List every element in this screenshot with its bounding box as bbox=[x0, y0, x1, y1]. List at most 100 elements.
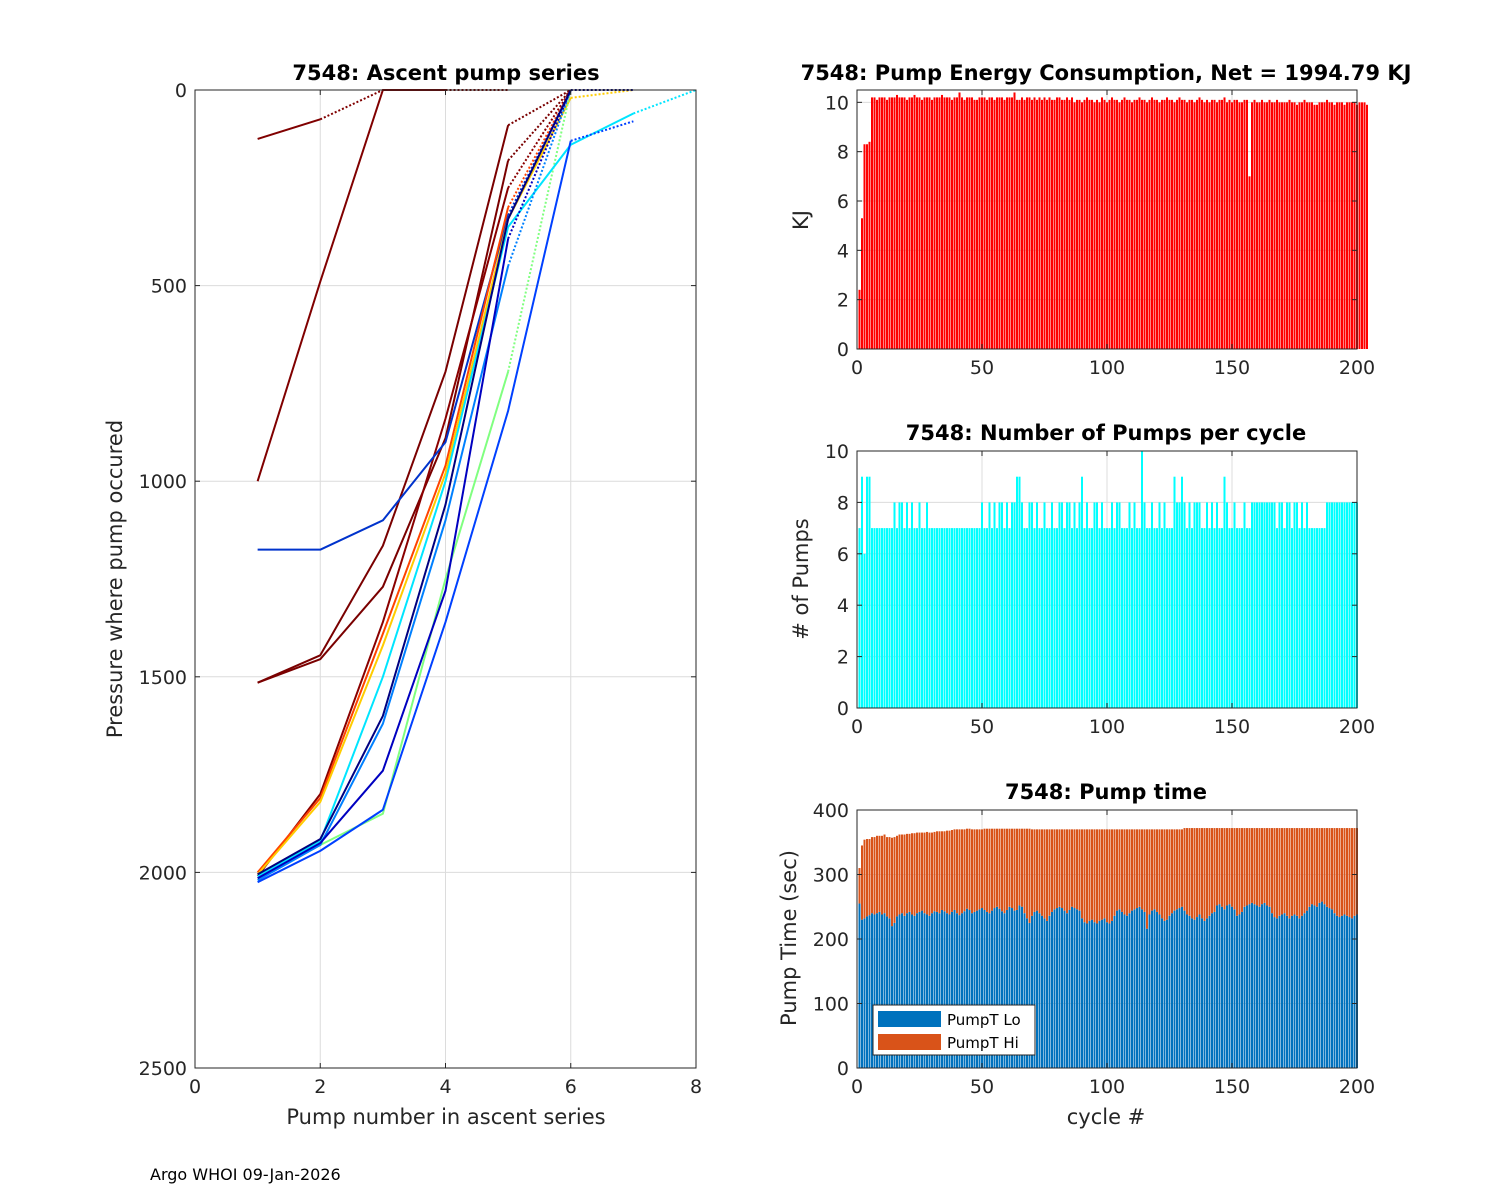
bar-pumpt-hi bbox=[1146, 829, 1148, 929]
bar bbox=[1316, 528, 1318, 708]
bar bbox=[911, 502, 913, 708]
bar-pumpt-hi bbox=[1148, 829, 1151, 915]
bar bbox=[1093, 102, 1096, 349]
bar-pumpt-lo bbox=[1166, 919, 1168, 1068]
bar-pumpt-lo bbox=[1111, 920, 1113, 1068]
bar bbox=[1336, 502, 1338, 708]
bar-pumpt-hi bbox=[1136, 829, 1138, 909]
bar bbox=[1073, 102, 1076, 349]
bar-pumpt-lo bbox=[1203, 920, 1206, 1068]
bar bbox=[1058, 97, 1061, 350]
bar-pumpt-lo bbox=[978, 909, 981, 1068]
bar-pumpt-hi bbox=[1008, 828, 1011, 907]
bar bbox=[1033, 97, 1036, 350]
bar bbox=[1056, 97, 1058, 350]
bar bbox=[1223, 476, 1226, 708]
bar bbox=[923, 528, 926, 708]
bar-pumpt-lo bbox=[908, 911, 911, 1068]
bar-pumpt-hi bbox=[926, 831, 928, 915]
bar bbox=[1238, 528, 1241, 708]
y-tick-label: 4 bbox=[837, 240, 849, 262]
bar bbox=[1196, 99, 1198, 349]
bar-pumpt-lo bbox=[1216, 905, 1218, 1068]
bar bbox=[1176, 502, 1178, 708]
bar-pumpt-lo bbox=[968, 909, 971, 1068]
bar bbox=[1178, 502, 1181, 708]
bar-pumpt-lo bbox=[1338, 917, 1341, 1068]
x-tick-label: 50 bbox=[970, 716, 994, 738]
bar-pumpt-hi bbox=[1186, 828, 1188, 915]
bar-pumpt-hi bbox=[1193, 828, 1196, 920]
bar-pumpt-lo bbox=[943, 911, 946, 1068]
bar bbox=[1348, 102, 1351, 349]
bar-pumpt-lo bbox=[1336, 915, 1338, 1068]
bar-pumpt-lo bbox=[898, 914, 901, 1068]
bar bbox=[901, 502, 903, 708]
bar-pumpt-lo bbox=[1131, 910, 1133, 1068]
bar-pumpt-lo bbox=[1308, 906, 1311, 1068]
bar-pumpt-lo bbox=[1221, 906, 1223, 1068]
bar-pumpt-hi bbox=[1021, 828, 1023, 907]
bar bbox=[1021, 97, 1023, 350]
x-tick-label: 100 bbox=[1089, 1076, 1125, 1098]
bar bbox=[1288, 99, 1291, 349]
bar-pumpt-hi bbox=[873, 837, 876, 915]
bar-pumpt-hi bbox=[1083, 829, 1086, 923]
bar bbox=[1011, 97, 1013, 350]
bar-pumpt-hi bbox=[1288, 828, 1291, 919]
bar bbox=[926, 502, 928, 708]
bar bbox=[1266, 102, 1268, 349]
series-line bbox=[257, 118, 321, 140]
bar bbox=[1108, 99, 1111, 349]
bar bbox=[948, 97, 951, 350]
bar bbox=[1121, 528, 1123, 708]
bar-pumpt-lo bbox=[1168, 915, 1171, 1068]
bar bbox=[1138, 528, 1141, 708]
bar-pumpt-hi bbox=[1181, 829, 1183, 907]
series-line-dotted bbox=[570, 89, 634, 99]
bar bbox=[978, 528, 981, 708]
bar-pumpt-lo bbox=[1101, 919, 1103, 1068]
bar-pumpt-lo bbox=[1091, 919, 1093, 1068]
bar bbox=[1316, 104, 1318, 349]
bar-pumpt-lo bbox=[1193, 919, 1196, 1068]
bar bbox=[1331, 102, 1333, 349]
bar bbox=[1026, 97, 1028, 350]
bar-pumpt-lo bbox=[1023, 913, 1026, 1068]
bar-pumpt-lo bbox=[1088, 920, 1091, 1068]
bar-pumpt-lo bbox=[1233, 909, 1236, 1068]
bar bbox=[1146, 528, 1148, 708]
bar bbox=[946, 528, 948, 708]
bar bbox=[1323, 528, 1326, 708]
bar-pumpt-hi bbox=[868, 839, 871, 916]
bar bbox=[1148, 528, 1151, 708]
bar bbox=[1023, 528, 1026, 708]
bar bbox=[1073, 502, 1076, 708]
bar bbox=[1023, 99, 1026, 349]
bar bbox=[1243, 99, 1246, 349]
bar bbox=[1296, 104, 1298, 349]
bar bbox=[1221, 99, 1223, 349]
bar bbox=[1111, 97, 1113, 350]
bar-pumpt-hi bbox=[991, 828, 993, 911]
bar-pumpt-lo bbox=[1083, 922, 1086, 1068]
bar-pumpt-hi bbox=[888, 837, 891, 919]
bar-pumpt-lo bbox=[1248, 904, 1251, 1068]
bar bbox=[923, 97, 926, 350]
bar-pumpt-hi bbox=[923, 832, 926, 914]
bar-pumpt-lo bbox=[1186, 914, 1188, 1068]
bar bbox=[1008, 528, 1011, 708]
bar-pumpt-hi bbox=[936, 831, 938, 912]
bar bbox=[893, 502, 896, 708]
bar-pumpt-lo bbox=[1163, 920, 1166, 1068]
plot-marks bbox=[858, 451, 1358, 708]
bar bbox=[1188, 99, 1191, 349]
x-tick-label: 0 bbox=[851, 716, 863, 738]
bar bbox=[1091, 99, 1093, 349]
bar bbox=[986, 99, 988, 349]
bar-pumpt-hi bbox=[951, 829, 953, 912]
bar bbox=[936, 528, 938, 708]
bar bbox=[1243, 502, 1246, 708]
bar bbox=[1361, 102, 1363, 349]
bar-pumpt-lo bbox=[1268, 906, 1271, 1068]
